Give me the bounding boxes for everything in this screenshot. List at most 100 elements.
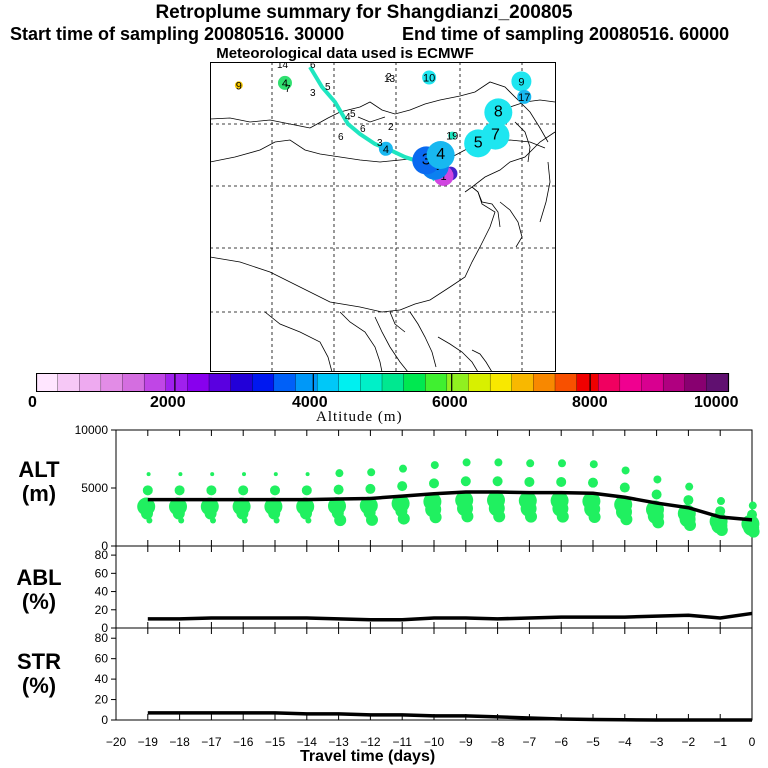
altitude-point: [651, 489, 662, 500]
alt-panel-label: ALT (m): [4, 458, 74, 506]
cluster-marker: 9: [511, 71, 532, 92]
altitude-point: [747, 525, 760, 538]
start-time-text: Start time of sampling 20080516. 30000: [10, 24, 345, 44]
colorbar-tick-label: 8000: [572, 394, 608, 411]
altitude-point: [397, 481, 408, 492]
cluster-label: 8: [494, 103, 503, 120]
mean-altitude-line: [147, 490, 753, 522]
cluster-label: 5: [474, 134, 483, 151]
x-tick-label: −15: [265, 735, 286, 749]
altitude-point: [397, 512, 410, 525]
colorbar-tick-label: 0: [28, 394, 37, 411]
cluster-label: 9: [518, 76, 524, 88]
x-tick-label: −3: [650, 735, 664, 749]
x-tick-label: −18: [169, 735, 190, 749]
x-tick-label: −5: [586, 735, 600, 749]
colorbar-label: Altitude (m): [316, 409, 403, 425]
altitude-point: [526, 459, 535, 468]
altitude-point: [430, 461, 439, 470]
abl-unit: (%): [21, 589, 57, 614]
percent-line: [147, 711, 752, 722]
altitude-point: [748, 501, 757, 510]
abl-panel-label: ABL (%): [4, 566, 74, 614]
colorbar-cell: [641, 373, 664, 392]
y-tick-label: 0: [101, 539, 108, 553]
colorbar-cell: [598, 373, 621, 392]
y-tick-label: 20: [95, 693, 109, 707]
colorbar-cell: [684, 373, 707, 392]
altitude-point: [178, 517, 185, 524]
x-tick-label: −20: [106, 735, 127, 749]
altitude-point: [236, 507, 249, 520]
map-day-label: 5: [325, 82, 331, 93]
map-day-label: 6: [360, 124, 366, 135]
colorbar-cell: [100, 373, 123, 392]
colorbar-cell: [165, 373, 188, 392]
altitude-point: [210, 517, 216, 524]
x-tick-label: −8: [491, 735, 505, 749]
y-tick-label: 40: [95, 672, 109, 686]
x-tick-label: −13: [328, 735, 349, 749]
altitude-point: [333, 484, 344, 495]
colorbar-cell: [252, 373, 275, 392]
altitude-point: [305, 517, 312, 524]
str-panel-label: STR (%): [4, 650, 74, 698]
x-tick-label: −2: [682, 735, 696, 749]
x-tick-label: −10: [424, 735, 445, 749]
cluster-label: 1: [440, 171, 446, 183]
str-unit: (%): [21, 673, 57, 698]
x-tick-label: 0: [749, 735, 756, 749]
colorbar-cell: [381, 373, 405, 392]
altitude-point: [653, 475, 662, 484]
y-tick-label: 5000: [81, 481, 108, 495]
cluster-label: 4: [383, 144, 389, 156]
altitude-point: [429, 478, 439, 489]
colorbar-cell: [489, 373, 513, 392]
altitude-point: [460, 476, 471, 487]
colorbar-tick-label: 6000: [432, 394, 468, 411]
altitude-point: [146, 517, 153, 524]
x-tick-label: −6: [554, 735, 568, 749]
x-tick-label: −19: [138, 735, 159, 749]
cluster-marker: 4: [378, 141, 393, 156]
x-tick-label: −16: [233, 735, 254, 749]
altitude-point: [172, 507, 185, 520]
colorbar-cell: [576, 373, 599, 392]
altitude-point: [621, 466, 630, 475]
cluster-marker: 4: [426, 141, 455, 169]
altitude-point: [556, 476, 567, 487]
altitude-point: [335, 469, 344, 478]
str-label: STR: [17, 649, 61, 674]
cluster-label: 4: [282, 78, 288, 90]
colorbar-cell: [295, 373, 318, 392]
retroplume-map: 012345789101719449146573426132365: [210, 62, 556, 372]
cluster-label: 17: [518, 92, 530, 104]
altitude-point: [268, 507, 281, 520]
cluster-label: 9: [236, 80, 242, 92]
altitude-point: [683, 495, 694, 506]
altitude-point: [273, 472, 278, 477]
altitude-point: [178, 472, 183, 477]
map-day-label: 14: [277, 62, 289, 71]
cluster-label: 19: [446, 131, 458, 143]
colorbar-cell: [403, 373, 426, 392]
altitude-point: [588, 510, 601, 523]
altitude-point: [685, 482, 694, 491]
map-day-label: 3: [377, 138, 383, 149]
altitude-point: [174, 485, 185, 496]
colorbar-tick-label: 2000: [150, 394, 186, 411]
altitude-point: [242, 472, 246, 477]
altitude-point: [141, 507, 153, 520]
altitude-point: [241, 517, 248, 524]
colorbar-cell: [511, 373, 534, 392]
cluster-label: 4: [436, 146, 445, 163]
map-day-label: 3: [310, 88, 316, 99]
x-tick-label: −1: [713, 735, 727, 749]
x-tick-label: −11: [392, 735, 412, 749]
y-tick-label: 0: [101, 621, 108, 635]
altitude-colorbar: [36, 373, 730, 392]
colorbar-cell: [446, 373, 469, 392]
altitude-point: [652, 516, 665, 529]
x-tick-label: −9: [459, 735, 473, 749]
